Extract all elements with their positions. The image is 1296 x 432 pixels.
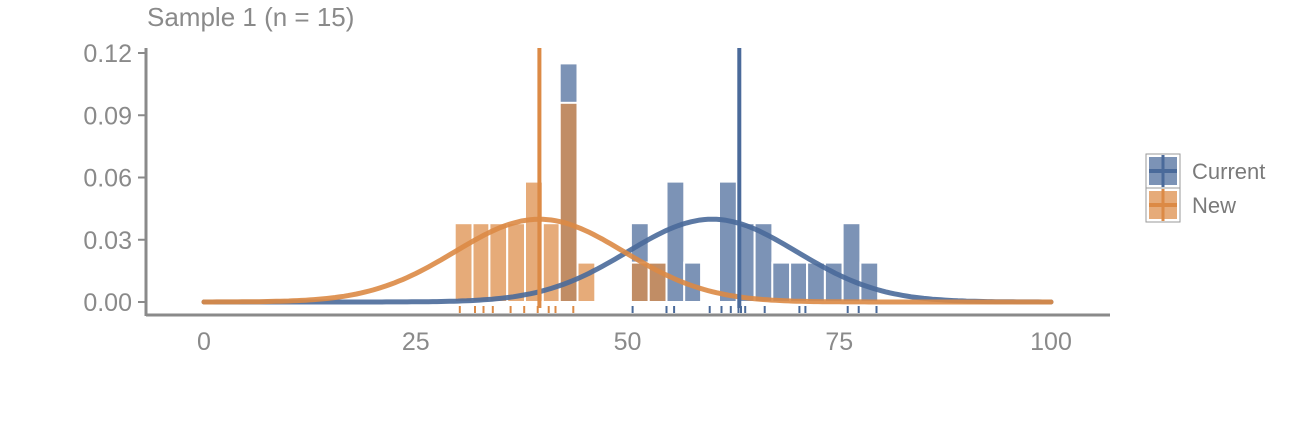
- x-tick-label: 75: [825, 328, 853, 356]
- histogram-bars: [453, 62, 880, 304]
- axes: 0.00 0.03 0.06 0.09 0.12 0 25 50 75 100: [83, 40, 1110, 356]
- legend[interactable]: Current New: [1145, 153, 1265, 223]
- legend-label: Current: [1192, 159, 1265, 184]
- x-tick-label: 50: [614, 328, 642, 356]
- y-tick-label: 0.03: [83, 227, 132, 255]
- y-tick-label: 0.09: [83, 102, 132, 130]
- normal-curves: [201, 216, 1054, 305]
- histogram-bar-current-13: [859, 261, 880, 304]
- rug-marks: [458, 306, 878, 313]
- y-tick-label: 0.12: [83, 40, 132, 68]
- histogram-bar-new-3: [506, 222, 527, 303]
- histogram-bar-current-3: [665, 180, 686, 304]
- legend-label: New: [1192, 193, 1236, 218]
- normal-curve-current: [201, 216, 1054, 305]
- histogram-bar-current-9: [789, 261, 808, 304]
- x-tick-label: 0: [197, 328, 211, 356]
- y-tick-label: 0.06: [83, 165, 132, 193]
- histogram-bar-new-7: [576, 261, 597, 304]
- histogram-bar-current-8: [771, 261, 792, 304]
- legend-item-new[interactable]: New: [1145, 187, 1236, 223]
- x-tick-label: 25: [402, 328, 430, 356]
- chart-title: Sample 1 (n = 15): [147, 2, 354, 32]
- y-tick-label: 0.00: [83, 289, 132, 317]
- histogram-bar-current-12: [841, 222, 862, 303]
- histogram-bar-current-5: [718, 180, 738, 304]
- histogram-bar-new-6: [558, 101, 579, 303]
- histogram-bar-new-2: [488, 222, 509, 303]
- mean-lines: [537, 48, 742, 308]
- legend-item-current[interactable]: Current: [1145, 153, 1265, 189]
- normal-curve-new: [201, 216, 1054, 305]
- histogram-bar-new-0: [453, 222, 474, 303]
- histogram-bar-new-8: [629, 261, 650, 304]
- x-tick-label: 100: [1030, 328, 1072, 356]
